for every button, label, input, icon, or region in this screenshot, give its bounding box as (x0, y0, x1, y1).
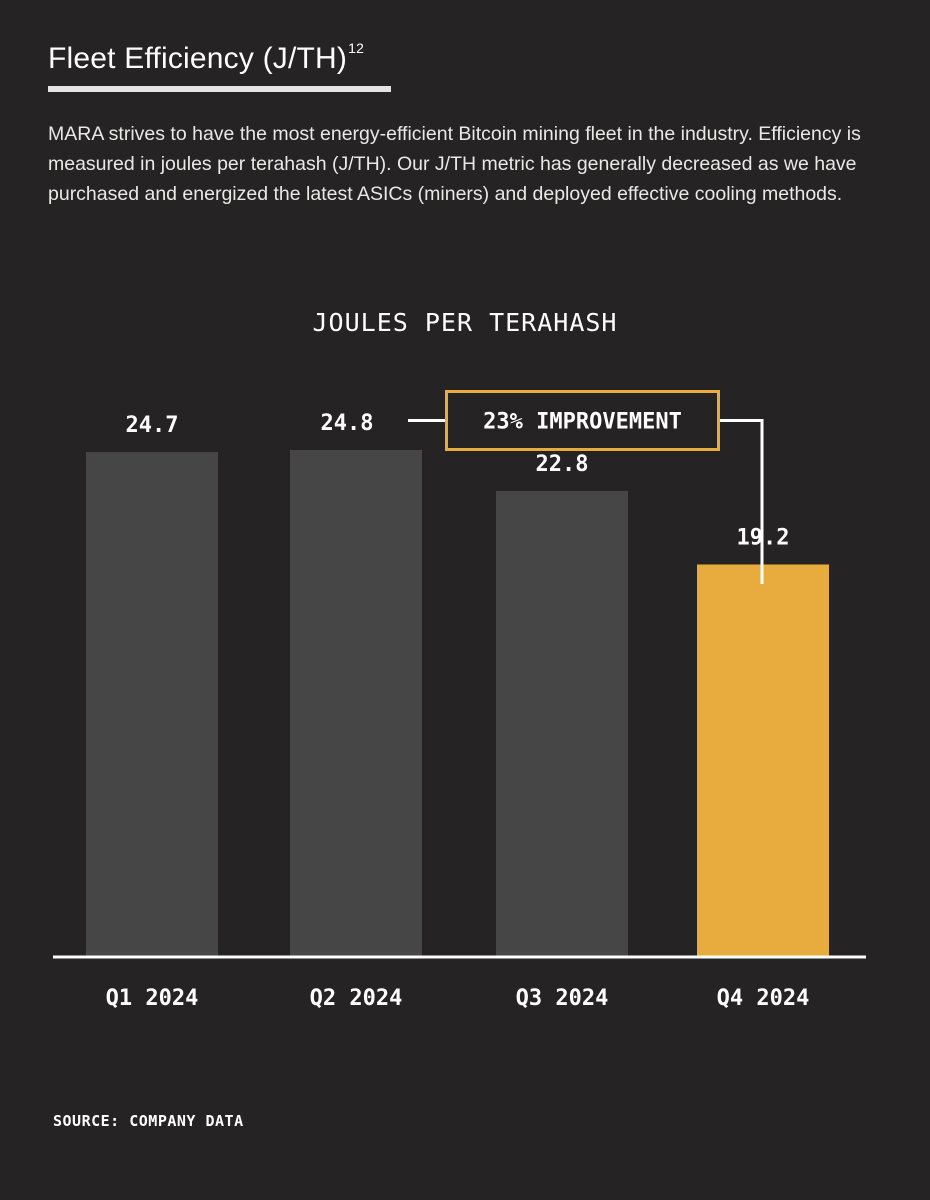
chart-title: JOULES PER TERAHASH (312, 308, 618, 337)
bar-q1-2024 (86, 452, 218, 957)
category-label: Q2 2024 (310, 986, 403, 1011)
source-note: SOURCE: COMPANY DATA (53, 1112, 244, 1130)
title-underline (48, 86, 391, 92)
bar-q4-2024 (697, 564, 829, 957)
bar-q3-2024 (496, 490, 628, 957)
category-label: Q3 2024 (516, 986, 609, 1011)
annotation-connector-right (720, 419, 764, 584)
bar-value-label: 24.7 (126, 413, 179, 438)
bar-q2-2024 (290, 450, 422, 957)
category-label: Q4 2024 (717, 986, 810, 1011)
page-title: Fleet Efficiency (J/TH)12 (48, 40, 365, 76)
intro-paragraph: MARA strives to have the most energy-eff… (48, 123, 861, 205)
title-footnote: 12 (348, 40, 365, 56)
annotation-box (445, 390, 720, 451)
bar-value-label: 22.8 (536, 452, 589, 477)
bar-value-label: 24.8 (321, 411, 374, 436)
page-title-text: Fleet Efficiency (J/TH) (48, 42, 348, 75)
annotation-label: 23% IMPROVEMENT (483, 410, 682, 435)
category-label: Q1 2024 (106, 986, 199, 1011)
